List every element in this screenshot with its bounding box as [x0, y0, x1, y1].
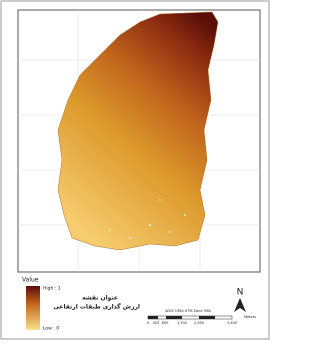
legend-title: Value [22, 277, 39, 284]
legend-high: High : 1 [43, 286, 61, 292]
scale-label: 2,550 [194, 321, 204, 325]
map-title: عنوان نقشه [82, 295, 118, 302]
scale-label: 425 [153, 321, 160, 325]
map-layout: Value High : 1 Low : 0 عنوان نقشه ارزش گ… [0, 0, 270, 340]
north-label: N [237, 288, 244, 298]
scale-label: 0 [147, 321, 149, 325]
scale-unit: Meters [244, 315, 256, 319]
scale-bar [148, 316, 232, 319]
legend-low: Low : 0 [43, 326, 59, 332]
scale-label: 3,400 [227, 321, 237, 325]
scale-label: 1,700 [177, 321, 187, 325]
projection: WGS 1984 UTM Zone 39N [165, 309, 211, 313]
map-subtitle: ارزش گذاری طبقات ارتفاعی [53, 303, 140, 311]
legend-ramp [26, 286, 40, 330]
scale-label: 850 [162, 321, 169, 325]
